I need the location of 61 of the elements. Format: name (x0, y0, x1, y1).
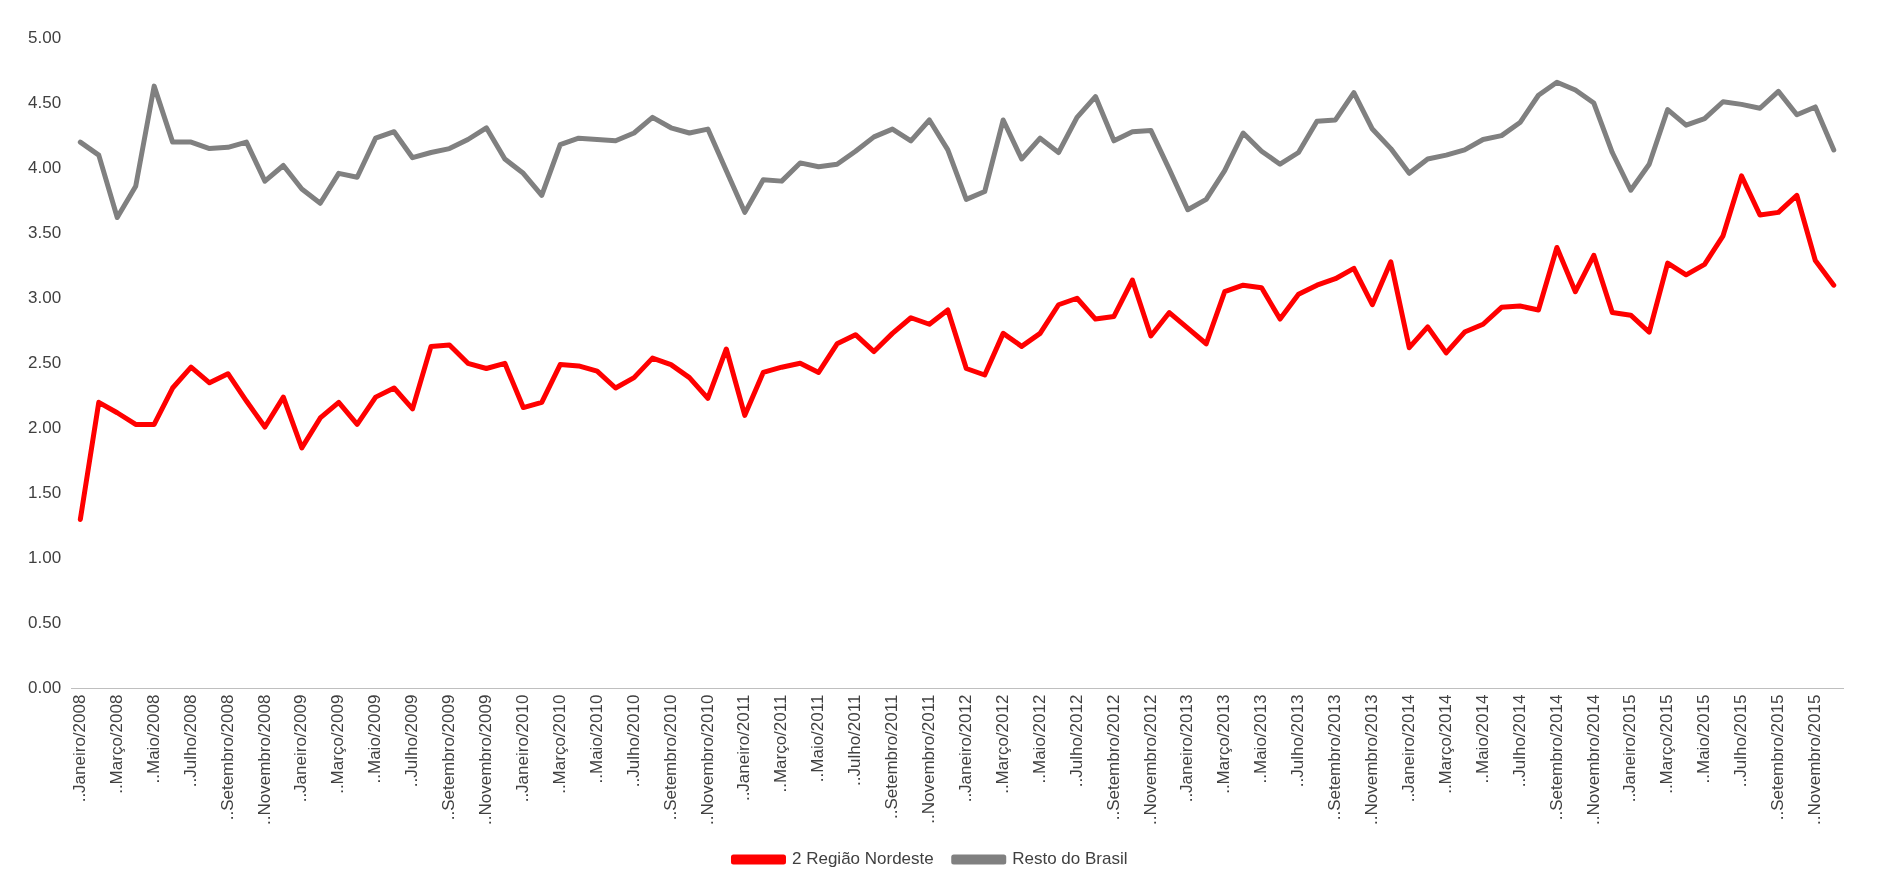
x-tick-label: ..Março/2015 (1657, 694, 1677, 794)
x-tick-label: ..Novembro/2011 (919, 694, 939, 824)
x-tick-label: ..Setembro/2008 (217, 694, 237, 821)
x-tick-label: ..Julho/2009 (402, 694, 422, 788)
y-tick-label: 1.00 (27, 548, 62, 568)
x-tick-label: ..Novembro/2012 (1140, 694, 1160, 825)
y-tick-label: 1.50 (27, 483, 62, 503)
x-tick-label: ..Janeiro/2008 (70, 694, 89, 803)
x-tick-label: ..Setembro/2013 (1325, 694, 1345, 821)
x-tick-label: ..Maio/2011 (808, 694, 828, 783)
x-tick-label: ..Novembro/2013 (1362, 694, 1382, 825)
x-tick-label: ..Setembro/2015 (1768, 694, 1788, 821)
x-tick-label: ..Janeiro/2010 (512, 694, 532, 803)
x-tick-label: ..Janeiro/2015 (1620, 694, 1640, 803)
x-tick-label: ..Julho/2010 (623, 694, 643, 788)
x-tick-label: ..Janeiro/2014 (1398, 694, 1418, 803)
y-tick-label: 2.50 (27, 352, 62, 372)
x-tick-label: ..Março/2009 (328, 694, 348, 794)
y-tick-label: 3.50 (27, 222, 62, 242)
x-tick-label: ..Março/2011 (771, 694, 791, 793)
x-tick-label: ..Março/2013 (1214, 694, 1234, 794)
x-tick-label: ..Setembro/2009 (439, 694, 459, 821)
x-tick-label: ..Novembro/2008 (254, 694, 274, 825)
x-tick-label: ..Novembro/2010 (697, 694, 717, 825)
x-tick-label: ..Julho/2012 (1066, 694, 1086, 788)
x-tick-label: ..Setembro/2014 (1546, 694, 1566, 821)
y-tick-label: 4.50 (27, 92, 62, 112)
x-tick-label: ..Março/2012 (992, 694, 1012, 794)
x-tick-label: ..Julho/2008 (180, 694, 200, 788)
x-tick-label: ..Julho/2015 (1731, 694, 1751, 788)
x-tick-label: ..Novembro/2015 (1805, 694, 1824, 825)
x-tick-label: ..Setembro/2012 (1103, 694, 1123, 821)
x-tick-label: ..Maio/2010 (586, 694, 606, 784)
y-tick-label: 5.00 (27, 27, 62, 47)
x-tick-label: ..Janeiro/2011 (734, 694, 754, 802)
x-tick-label: ..Maio/2015 (1694, 694, 1714, 784)
y-tick-label: 2.00 (27, 418, 62, 438)
x-tick-label: ..Setembro/2010 (660, 694, 680, 821)
y-tick-label: 3.00 (27, 287, 62, 307)
y-tick-label: 0.00 (27, 678, 62, 698)
x-tick-label: ..Maio/2013 (1251, 694, 1271, 784)
x-tick-label: ..Novembro/2009 (476, 694, 496, 825)
x-tick-label: ..Setembro/2011 (882, 694, 902, 820)
legend-label: Resto do Brasil (1012, 849, 1128, 869)
x-tick-label: ..Janeiro/2013 (1177, 694, 1197, 803)
y-tick-label: 4.00 (27, 157, 62, 177)
x-tick-label: ..Janeiro/2012 (955, 694, 975, 803)
x-tick-label: ..Maio/2012 (1029, 694, 1049, 784)
x-tick-label: ..Janeiro/2009 (291, 694, 311, 803)
x-tick-label: ..Novembro/2014 (1583, 694, 1603, 825)
x-tick-label: ..Julho/2011 (845, 694, 865, 786)
y-tick-label: 0.50 (27, 613, 62, 633)
x-tick-label: ..Março/2014 (1435, 694, 1455, 794)
x-tick-label: ..Julho/2013 (1288, 694, 1308, 788)
x-tick-label: ..Maio/2014 (1472, 694, 1492, 784)
x-tick-label: ..Maio/2009 (365, 694, 385, 784)
x-tick-label: ..Maio/2008 (143, 694, 163, 784)
x-tick-label: ..Julho/2014 (1509, 694, 1529, 788)
x-tick-label: ..Março/2008 (106, 694, 126, 794)
legend-label: 2 Região Nordeste (791, 849, 934, 869)
x-tick-label: ..Março/2010 (549, 694, 569, 794)
